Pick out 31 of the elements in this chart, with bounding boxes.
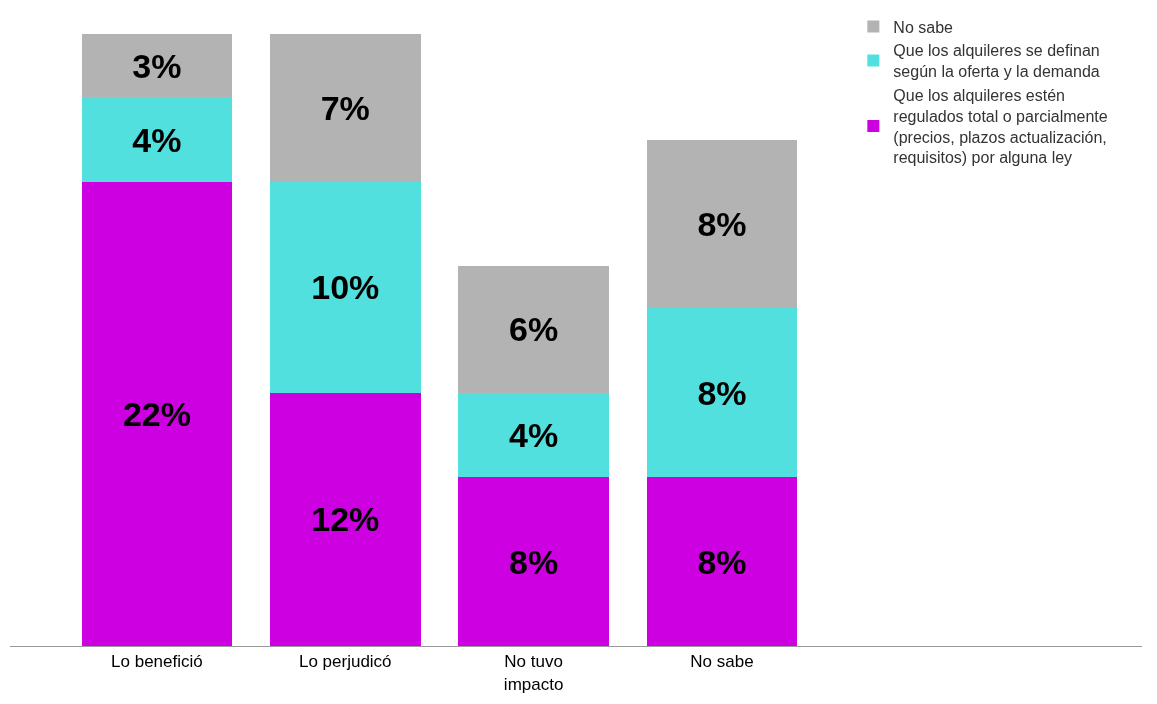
data-label: 4% <box>132 120 182 159</box>
data-label: 3% <box>132 46 182 85</box>
bar <box>458 392 609 478</box>
data-label: 7% <box>320 88 370 127</box>
data-label: 8% <box>697 373 747 412</box>
bar <box>81 34 233 98</box>
bar <box>269 181 421 393</box>
x-tick-label: Lo benefició <box>111 652 203 672</box>
data-label: 12% <box>311 500 380 539</box>
bar <box>81 181 233 646</box>
legend-label: No sabe <box>893 18 954 36</box>
x-tick-label: Lo perjudicó <box>298 652 392 672</box>
data-label: 4% <box>509 415 559 454</box>
data-label: 8% <box>697 542 747 581</box>
bar <box>458 477 609 646</box>
bar <box>81 97 233 182</box>
bar <box>646 477 798 646</box>
bar <box>269 392 421 646</box>
data-label: 6% <box>509 310 559 349</box>
data-label: 8% <box>697 204 747 243</box>
bar <box>646 139 798 309</box>
x-tick-label: No sabe <box>690 652 754 672</box>
data-label: 10% <box>311 268 380 307</box>
bar <box>646 308 798 478</box>
legend-label: Que los alquileres se definan según la oferta y la demanda <box>893 42 1100 81</box>
legend-label: Que los alquileres estén regulados total o parcialmente (precios, plazos actualización, requisitos) por alguna ley <box>893 87 1108 167</box>
data-label: 22% <box>122 394 191 433</box>
x-tick-label: No tuvo impacto <box>503 652 564 694</box>
bar <box>458 266 609 393</box>
data-label: 8% <box>509 542 559 581</box>
bar <box>269 34 421 182</box>
